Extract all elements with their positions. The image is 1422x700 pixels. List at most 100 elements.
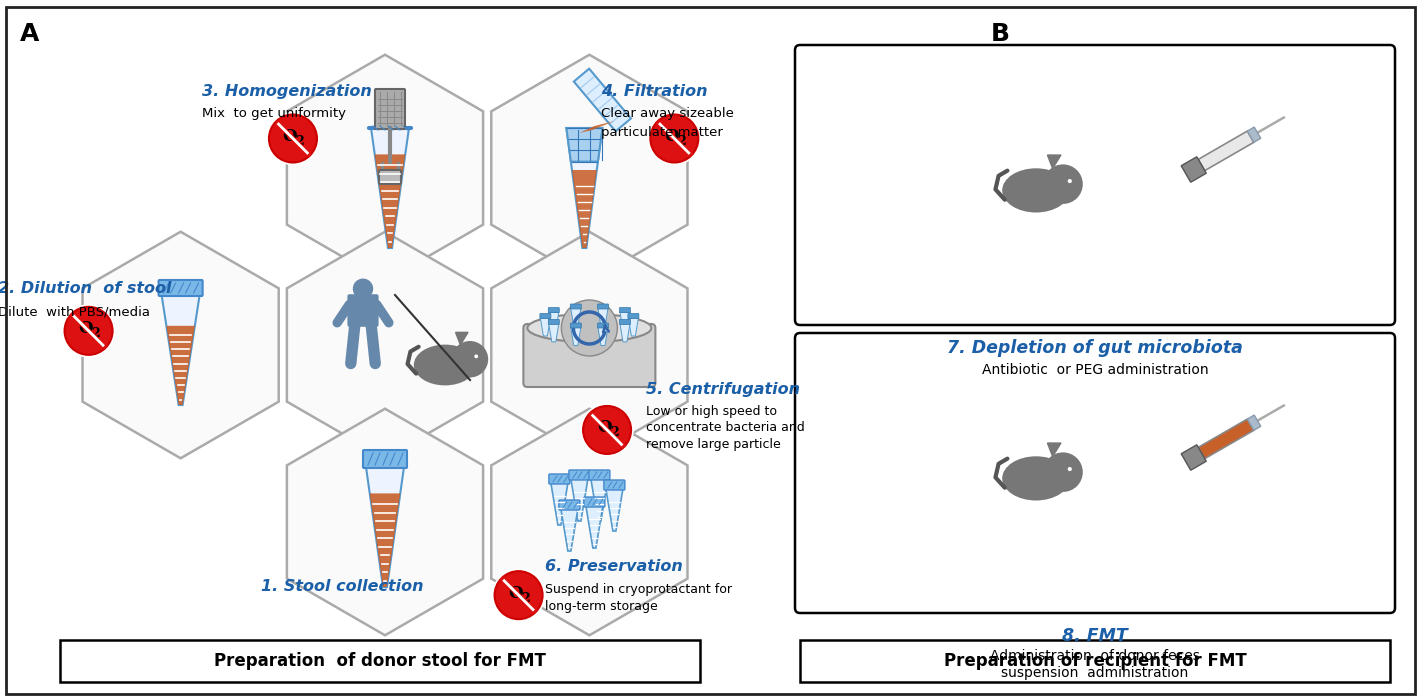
Circle shape [1044,452,1082,492]
Polygon shape [1048,155,1061,169]
Polygon shape [491,232,687,458]
Polygon shape [491,409,687,636]
Circle shape [583,406,631,454]
Polygon shape [365,467,404,587]
Text: Preparation of recipient for FMT: Preparation of recipient for FMT [944,652,1246,670]
FancyBboxPatch shape [549,319,559,324]
Polygon shape [166,326,195,405]
Ellipse shape [528,314,651,342]
Polygon shape [620,324,630,342]
Polygon shape [572,170,597,248]
Polygon shape [566,128,603,248]
Text: Dilute  with PBS/media: Dilute with PBS/media [0,305,149,318]
FancyBboxPatch shape [620,307,630,313]
Text: Administration  of donor feces: Administration of donor feces [990,649,1200,663]
FancyBboxPatch shape [569,470,590,480]
Polygon shape [570,328,580,346]
Circle shape [495,571,543,620]
Circle shape [1068,467,1072,471]
Text: B: B [991,22,1010,46]
Polygon shape [375,155,405,248]
Polygon shape [570,479,587,521]
Polygon shape [287,232,483,458]
Circle shape [492,569,545,621]
FancyBboxPatch shape [363,450,407,468]
Circle shape [1068,179,1072,183]
Polygon shape [570,309,580,326]
FancyBboxPatch shape [60,640,700,682]
Polygon shape [606,489,623,531]
Text: 5. Centrifugation: 5. Centrifugation [646,382,801,398]
Polygon shape [620,312,630,330]
Text: 2. Dilution  of stool: 2. Dilution of stool [0,281,171,296]
Circle shape [650,115,698,162]
Polygon shape [592,479,607,521]
Ellipse shape [1003,168,1069,213]
Polygon shape [371,128,410,248]
Text: long-term storage: long-term storage [545,601,657,613]
FancyBboxPatch shape [549,474,570,484]
FancyBboxPatch shape [380,170,401,184]
Text: 8. FMT: 8. FMT [1062,627,1128,645]
Polygon shape [1199,419,1254,459]
Circle shape [562,300,617,356]
Polygon shape [566,128,603,162]
Polygon shape [82,232,279,458]
Polygon shape [599,328,609,346]
Text: Mix  to get uniformity: Mix to get uniformity [202,107,346,120]
FancyBboxPatch shape [368,127,412,129]
Text: O: O [508,584,523,602]
Polygon shape [540,318,550,336]
Polygon shape [599,309,609,326]
Polygon shape [491,55,687,281]
FancyBboxPatch shape [540,314,550,318]
Circle shape [63,304,115,357]
Text: Preparation  of donor stool for FMT: Preparation of donor stool for FMT [215,652,546,670]
Text: Clear away sizeable: Clear away sizeable [602,107,734,120]
FancyBboxPatch shape [620,319,630,324]
Polygon shape [1247,415,1261,430]
Text: 6. Preservation: 6. Preservation [545,559,683,574]
Text: Suspend in cryoprotactant for: Suspend in cryoprotactant for [545,583,731,596]
FancyBboxPatch shape [549,307,559,313]
Text: 2: 2 [677,135,685,148]
Polygon shape [162,295,199,405]
Text: 7. Depletion of gut microbiota: 7. Depletion of gut microbiota [947,339,1243,357]
Text: Low or high speed to: Low or high speed to [646,405,776,418]
Text: 4. Filtration: 4. Filtration [602,84,708,99]
FancyBboxPatch shape [559,500,580,510]
FancyBboxPatch shape [523,324,656,387]
Text: A: A [20,22,40,46]
Ellipse shape [1003,456,1069,500]
Polygon shape [455,332,468,345]
Text: 2: 2 [522,592,530,605]
Polygon shape [1199,131,1254,171]
Polygon shape [550,483,567,525]
Circle shape [1044,164,1082,204]
Ellipse shape [414,344,476,386]
Circle shape [582,404,633,456]
FancyBboxPatch shape [570,323,582,328]
FancyBboxPatch shape [597,304,609,309]
Polygon shape [287,409,483,636]
Text: 3. Homogenization: 3. Homogenization [202,84,371,99]
Polygon shape [579,121,614,133]
Polygon shape [1247,127,1261,142]
FancyBboxPatch shape [801,640,1389,682]
Polygon shape [370,494,400,587]
FancyBboxPatch shape [375,89,405,129]
Text: suspension  administration: suspension administration [1001,666,1189,680]
Polygon shape [549,312,559,330]
Polygon shape [287,55,483,281]
FancyBboxPatch shape [795,45,1395,325]
FancyBboxPatch shape [584,497,604,507]
Circle shape [353,279,373,299]
Text: O: O [283,128,297,145]
Circle shape [648,113,701,164]
FancyBboxPatch shape [347,294,378,327]
FancyBboxPatch shape [604,480,624,490]
Circle shape [452,341,488,377]
Polygon shape [629,318,638,336]
Text: O: O [597,419,611,437]
Circle shape [269,115,317,162]
